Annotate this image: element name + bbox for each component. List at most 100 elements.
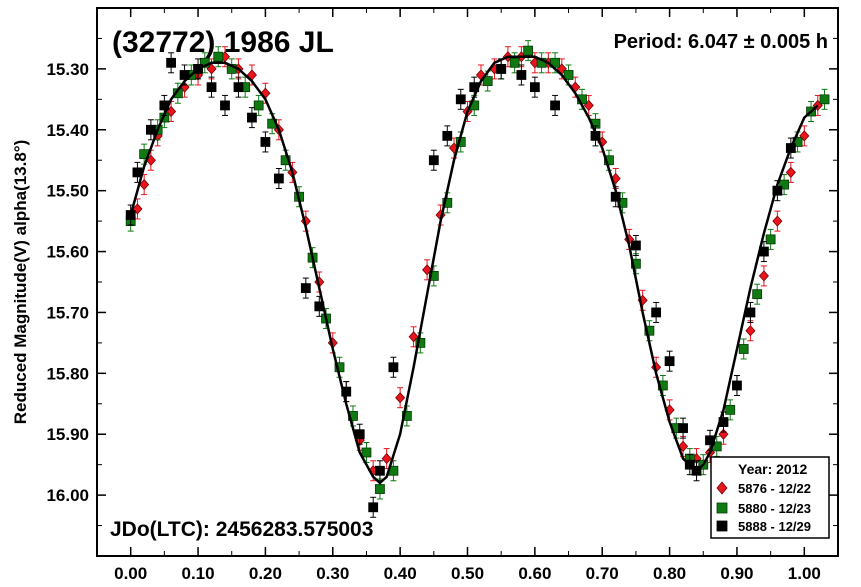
square-marker [341, 386, 352, 397]
square-marker [247, 112, 257, 123]
square-marker [233, 82, 244, 93]
legend-label-5876: 5876 - 12/22 [738, 481, 811, 496]
square-marker [523, 45, 534, 56]
legend-title: Year: 2012 [738, 461, 807, 477]
data-point [368, 496, 379, 518]
y-axis-ticks: 15.30 15.40 15.50 15.60 15.70 15.80 15.90 16.00 [46, 37, 838, 527]
diamond-marker [610, 172, 621, 185]
square-marker [368, 502, 379, 513]
x-tick-label: 0.30 [316, 564, 349, 583]
data-point [496, 58, 507, 80]
square-marker [745, 307, 756, 318]
square-marker [166, 57, 177, 68]
square-marker [428, 155, 439, 166]
x-tick-label: 0.00 [114, 564, 147, 583]
legend-label-5880: 5880 - 12/23 [738, 501, 811, 516]
y-tick-label: 15.30 [46, 60, 89, 79]
data-point [226, 58, 237, 80]
data-point [664, 350, 675, 372]
diamond-marker [785, 166, 796, 178]
square-marker [206, 82, 217, 93]
square-marker [765, 234, 776, 245]
data-point [819, 88, 830, 110]
data-point [253, 94, 264, 116]
diamond-marker [799, 130, 810, 142]
diamond-marker [395, 392, 406, 404]
data-point [206, 76, 217, 98]
legend: Year: 2012 5876 - 12/22 5880 - 12/23 588… [710, 456, 830, 539]
square-marker [819, 94, 830, 105]
data-point [260, 131, 271, 153]
square-marker [725, 404, 736, 415]
square-marker [644, 325, 655, 336]
square-marker [300, 283, 311, 293]
square-marker [732, 380, 742, 391]
y-axis-label: Reduced Magnitude(V) alpha(13.8°) [11, 140, 30, 425]
diamond-marker [381, 452, 392, 465]
data-point [785, 161, 796, 183]
period-label: Period: 6.047 ± 0.005 h [614, 31, 828, 53]
x-tick-label: 0.80 [653, 564, 686, 583]
square-marker [442, 130, 453, 141]
square-marker [563, 70, 574, 80]
x-tick-label: 0.40 [384, 564, 417, 583]
legend-label-5888: 5888 - 12/29 [738, 519, 811, 534]
square-marker [496, 63, 507, 74]
square-marker [752, 289, 763, 300]
square-marker [280, 155, 291, 166]
data-point [738, 338, 749, 360]
data-point [139, 143, 150, 165]
x-tick-label: 1.00 [788, 564, 821, 583]
x-tick-label: 0.10 [181, 564, 214, 583]
legend-marker-5880 [716, 502, 728, 514]
data-point [273, 167, 284, 189]
diamond-marker [718, 428, 729, 440]
data-point [799, 125, 810, 147]
square-marker [253, 100, 264, 111]
diamond-marker [772, 215, 783, 227]
square-marker [516, 70, 527, 80]
square-marker [375, 484, 385, 494]
y-tick-label: 15.70 [46, 303, 89, 322]
square-marker [220, 100, 230, 111]
x-tick-label: 0.60 [518, 564, 551, 583]
data-point [220, 94, 230, 116]
data-point [247, 107, 257, 129]
square-marker [482, 76, 493, 86]
y-tick-label: 15.60 [46, 243, 89, 262]
y-tick-label: 15.50 [46, 182, 89, 201]
legend-marker-5876 [716, 481, 728, 495]
square-marker [631, 258, 641, 269]
diamond-marker [745, 325, 756, 337]
data-point [529, 76, 540, 98]
data-point [516, 64, 527, 86]
data-point [300, 277, 311, 299]
y-tick-label: 16.00 [46, 486, 89, 505]
diamond-marker [758, 270, 769, 282]
legend-box [710, 456, 830, 539]
jdo-label: JDo(LTC): 2456283.575003 [110, 518, 373, 541]
data-point [550, 94, 560, 116]
y-tick-label: 15.90 [46, 425, 89, 444]
fit-curve [129, 55, 819, 485]
square-marker [509, 57, 520, 68]
data-point [455, 88, 466, 110]
data-point [388, 356, 399, 378]
x-axis-ticks: 0.00 0.10 0.20 0.30 0.40 0.50 0.60 0.70 0.80 0.90… [96, 8, 839, 583]
data-point [428, 149, 439, 171]
data-point [145, 119, 156, 141]
x-tick-label: 0.90 [720, 564, 753, 583]
data-point [233, 76, 244, 98]
y-tick-label: 15.80 [46, 364, 89, 383]
x-tick-label: 0.50 [451, 564, 484, 583]
square-marker [415, 337, 426, 348]
square-marker [145, 124, 156, 135]
square-marker [678, 423, 688, 434]
data-point [678, 417, 688, 439]
square-marker [604, 155, 614, 166]
square-marker [273, 173, 284, 184]
data-point [752, 283, 763, 305]
square-marker [529, 82, 540, 93]
x-tick-label: 0.20 [249, 564, 282, 583]
